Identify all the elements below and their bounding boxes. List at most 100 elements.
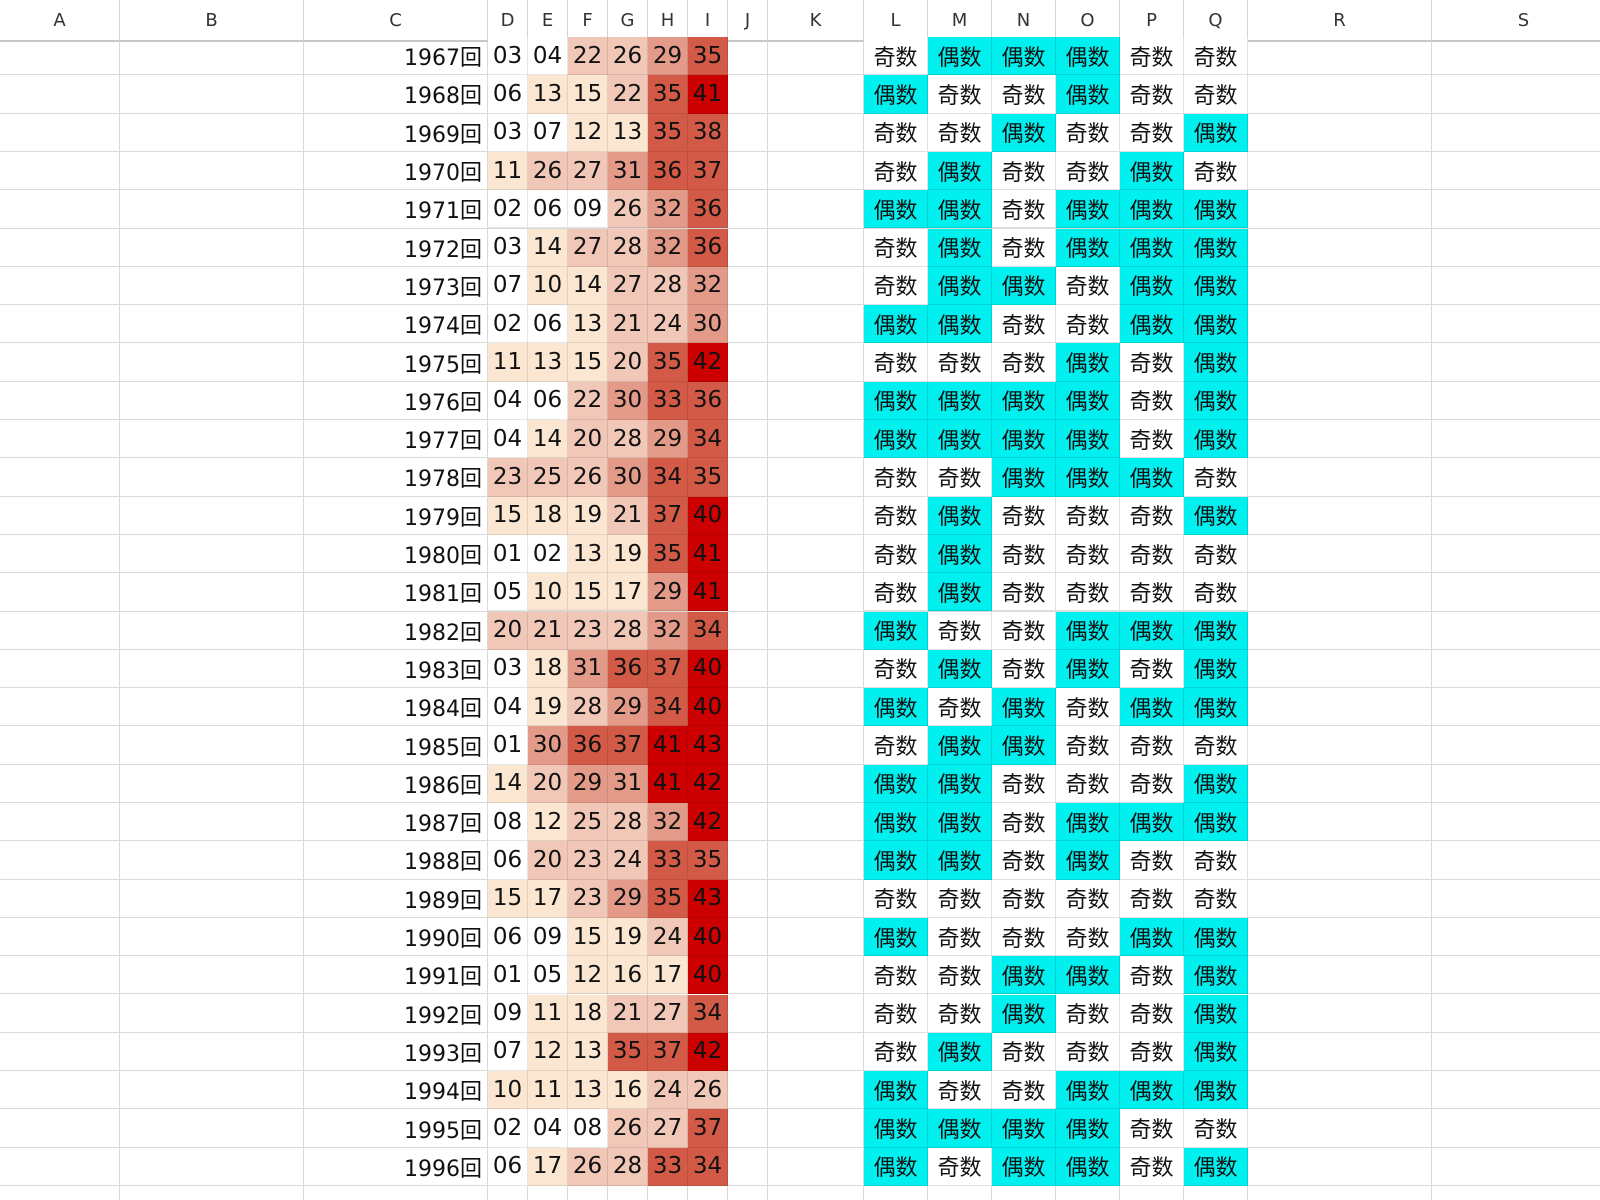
- winning-number-cell[interactable]: 10: [528, 573, 568, 612]
- parity-cell[interactable]: 奇数: [1120, 534, 1184, 574]
- parity-cell[interactable]: 偶数: [1056, 381, 1120, 420]
- parity-cell[interactable]: 奇数: [1184, 726, 1248, 765]
- winning-number-cell[interactable]: 41: [688, 75, 728, 114]
- parity-cell[interactable]: 偶数: [864, 841, 928, 880]
- parity-cell[interactable]: 奇数: [928, 994, 992, 1033]
- winning-number-cell[interactable]: 35: [608, 1032, 648, 1072]
- winning-number-cell[interactable]: 31: [608, 764, 648, 803]
- parity-cell[interactable]: 奇数: [992, 534, 1056, 574]
- parity-cell[interactable]: 奇数: [928, 1147, 992, 1186]
- winning-number-cell[interactable]: 09: [568, 190, 608, 229]
- winning-number-cell[interactable]: 21: [608, 305, 648, 344]
- parity-cell[interactable]: 奇数: [864, 726, 928, 765]
- winning-number-cell[interactable]: 13: [528, 75, 568, 114]
- parity-cell[interactable]: 奇数: [1056, 305, 1120, 344]
- winning-number-cell[interactable]: 13: [568, 305, 608, 344]
- winning-number-cell[interactable]: 02: [488, 190, 528, 229]
- parity-cell[interactable]: 偶数: [1184, 113, 1248, 152]
- parity-cell[interactable]: 偶数: [992, 458, 1056, 497]
- winning-number-cell[interactable]: 42: [688, 764, 728, 803]
- winning-number-cell[interactable]: 41: [648, 764, 688, 803]
- winning-number-cell[interactable]: 36: [568, 726, 608, 765]
- parity-cell[interactable]: 偶数: [928, 649, 992, 689]
- column-header-j[interactable]: J: [728, 0, 768, 42]
- parity-cell[interactable]: 偶数: [1056, 420, 1120, 459]
- parity-cell[interactable]: 奇数: [1184, 879, 1248, 918]
- parity-cell[interactable]: 奇数: [992, 803, 1056, 842]
- winning-number-cell[interactable]: 12: [568, 113, 608, 152]
- winning-number-cell[interactable]: 24: [648, 917, 688, 957]
- winning-number-cell[interactable]: 23: [568, 841, 608, 880]
- column-header-d[interactable]: D: [488, 0, 528, 42]
- winning-number-cell[interactable]: 12: [528, 803, 568, 842]
- winning-number-cell[interactable]: 19: [528, 688, 568, 727]
- winning-number-cell[interactable]: 37: [688, 1109, 728, 1148]
- winning-number-cell[interactable]: 32: [648, 611, 688, 650]
- winning-number-cell[interactable]: 10: [488, 1071, 528, 1110]
- winning-number-cell[interactable]: 16: [608, 956, 648, 995]
- winning-number-cell[interactable]: 10: [528, 266, 568, 306]
- winning-number-cell[interactable]: 32: [648, 190, 688, 229]
- draw-number-cell[interactable]: 1990回: [404, 927, 482, 953]
- parity-cell[interactable]: 偶数: [928, 726, 992, 765]
- parity-cell[interactable]: 奇数: [1184, 151, 1248, 191]
- parity-cell[interactable]: 奇数: [1120, 573, 1184, 612]
- winning-number-cell[interactable]: 26: [608, 37, 648, 76]
- parity-cell[interactable]: 偶数: [1056, 803, 1120, 842]
- draw-number-cell[interactable]: 1981回: [404, 582, 482, 608]
- draw-number-cell[interactable]: 1982回: [404, 620, 482, 646]
- parity-cell[interactable]: 偶数: [1120, 458, 1184, 497]
- winning-number-cell[interactable]: 11: [528, 1071, 568, 1110]
- winning-number-cell[interactable]: 34: [688, 611, 728, 650]
- winning-number-cell[interactable]: 20: [528, 841, 568, 880]
- winning-number-cell[interactable]: 26: [688, 1071, 728, 1110]
- column-header-c[interactable]: C: [304, 0, 488, 42]
- winning-number-cell[interactable]: 28: [608, 1147, 648, 1186]
- parity-cell[interactable]: 奇数: [928, 343, 992, 382]
- winning-number-cell[interactable]: 18: [528, 649, 568, 689]
- parity-cell[interactable]: 奇数: [992, 841, 1056, 880]
- winning-number-cell[interactable]: 28: [608, 420, 648, 459]
- draw-number-cell[interactable]: 1976回: [404, 390, 482, 416]
- winning-number-cell[interactable]: 37: [648, 496, 688, 535]
- winning-number-cell[interactable]: 35: [688, 37, 728, 76]
- winning-number-cell[interactable]: 35: [688, 841, 728, 880]
- parity-cell[interactable]: 偶数: [864, 688, 928, 727]
- column-header-b[interactable]: B: [120, 0, 304, 42]
- parity-cell[interactable]: 奇数: [992, 917, 1056, 957]
- parity-cell[interactable]: 偶数: [1184, 1147, 1248, 1186]
- winning-number-cell[interactable]: 29: [648, 573, 688, 612]
- parity-cell[interactable]: 偶数: [928, 266, 992, 306]
- parity-cell[interactable]: 偶数: [992, 381, 1056, 420]
- parity-cell[interactable]: 偶数: [928, 381, 992, 420]
- winning-number-cell[interactable]: 07: [488, 266, 528, 306]
- winning-number-cell[interactable]: 34: [688, 1147, 728, 1186]
- parity-cell[interactable]: 奇数: [864, 151, 928, 191]
- parity-cell[interactable]: 偶数: [1056, 37, 1120, 76]
- parity-cell[interactable]: 奇数: [1056, 534, 1120, 574]
- parity-cell[interactable]: 偶数: [928, 841, 992, 880]
- parity-cell[interactable]: 奇数: [864, 37, 928, 76]
- winning-number-cell[interactable]: 12: [528, 1032, 568, 1072]
- winning-number-cell[interactable]: 29: [608, 688, 648, 727]
- winning-number-cell[interactable]: 17: [608, 573, 648, 612]
- winning-number-cell[interactable]: 13: [568, 534, 608, 574]
- winning-number-cell[interactable]: 13: [528, 343, 568, 382]
- parity-cell[interactable]: 奇数: [864, 266, 928, 306]
- winning-number-cell[interactable]: 14: [528, 228, 568, 267]
- draw-number-cell[interactable]: 1996回: [404, 1156, 482, 1182]
- winning-number-cell[interactable]: 28: [608, 228, 648, 267]
- parity-cell[interactable]: 偶数: [864, 1109, 928, 1148]
- column-header-l[interactable]: L: [864, 0, 928, 42]
- parity-cell[interactable]: 偶数: [1120, 917, 1184, 957]
- winning-number-cell[interactable]: 15: [568, 343, 608, 382]
- parity-cell[interactable]: 偶数: [992, 113, 1056, 152]
- parity-cell[interactable]: 偶数: [992, 420, 1056, 459]
- parity-cell[interactable]: 奇数: [992, 1071, 1056, 1110]
- parity-cell[interactable]: 偶数: [992, 726, 1056, 765]
- column-header-f[interactable]: F: [568, 0, 608, 42]
- winning-number-cell[interactable]: 35: [648, 343, 688, 382]
- winning-number-cell[interactable]: 21: [608, 496, 648, 535]
- winning-number-cell[interactable]: 27: [648, 1109, 688, 1148]
- winning-number-cell[interactable]: 06: [528, 305, 568, 344]
